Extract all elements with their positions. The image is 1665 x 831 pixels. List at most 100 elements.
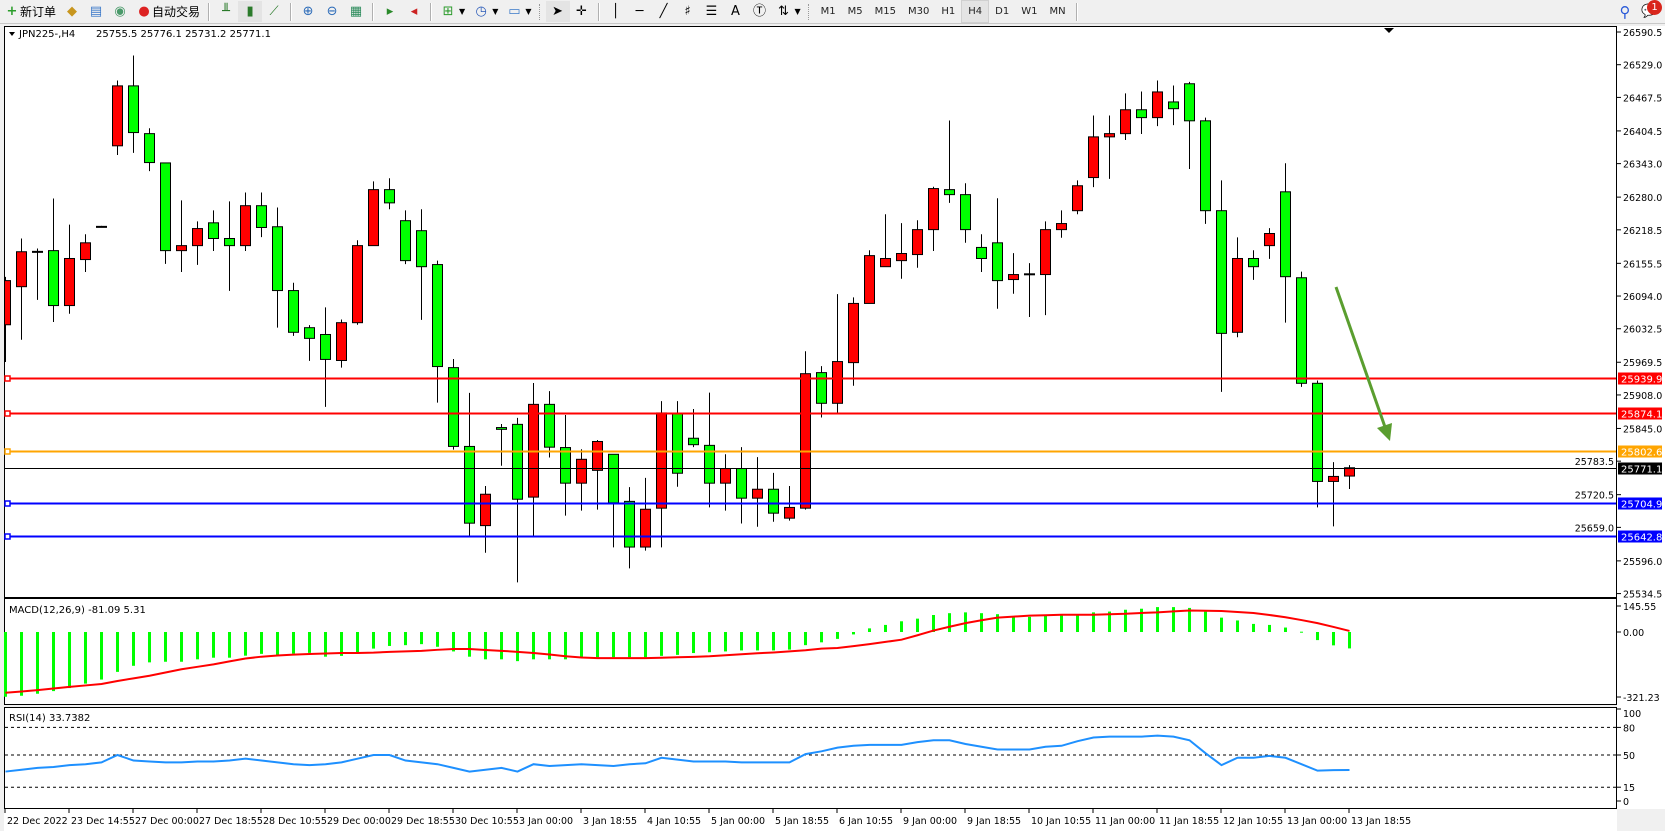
rsi-indicator: 100 80 50 15 0 [5,708,1641,808]
toolbar-grip[interactable] [807,3,812,20]
candle-body [800,373,811,509]
macd-histogram-bar [1268,624,1271,632]
timeframe-m30[interactable]: M30 [908,6,930,17]
timeframe-h1[interactable]: H1 [941,6,956,17]
candle-body [64,257,75,307]
timeframe-d1[interactable]: D1 [995,6,1010,17]
candle-body [736,468,747,499]
zoom-out-button[interactable]: ⊖ [320,1,344,22]
candle [480,486,491,553]
timeframe-mn[interactable]: MN [1049,6,1066,17]
level-handle-icon[interactable] [4,500,11,507]
auto-trading-button[interactable]: ● 自动交易 [132,1,204,22]
toolbar-grip[interactable] [538,3,543,20]
auto-scroll-button[interactable]: ▸ [378,1,402,22]
price-level-value: 25642.8 [1621,533,1662,544]
timeframe-m15[interactable]: M15 [874,6,897,17]
macd-histogram-bar [580,632,583,658]
toolbar-separator [208,2,211,21]
level-handle-icon[interactable] [4,375,11,382]
candle-body [1088,136,1099,179]
price-tick-label: 26094.0 [1623,292,1662,303]
level-handle-icon[interactable] [4,410,11,417]
fibonacci-expansion-button[interactable]: ♯ [676,1,700,22]
new-order-button[interactable]: + 新订单 [0,1,60,22]
current-price-tag [1618,462,1662,475]
time-axis[interactable] [4,809,1617,831]
main-price-panel[interactable] [4,26,1617,598]
macd-histogram-bar [132,632,135,666]
main-toolbar: + 新订单 ◆ ▤ ◉ ● 自动交易 ╨ ▮ ⟋ ⊕ ⊖ ▦ ▸ ◂ ⊞ ▼ ◷ ▼… [0,0,1665,24]
text-button[interactable]: A [724,1,748,22]
navigator-button[interactable]: ▤ [84,1,108,22]
macd-histogram-bar [628,632,631,658]
horizontal-line-button[interactable]: ─ [628,1,652,22]
macd-signal-line [5,609,1350,694]
timeframe-h4[interactable]: H4 [961,0,990,23]
macd-histogram-bar [1204,611,1207,632]
time-tick-label: 9 Jan 18:55 [967,816,1021,827]
zoom-in-button[interactable]: ⊕ [296,1,320,22]
line-chart-button[interactable]: ⟋ [262,1,286,22]
chart-shift-button[interactable]: ◂ [402,1,426,22]
candle-body [272,226,283,292]
time-tick-label: 4 Jan 10:55 [647,816,701,827]
signals-button[interactable]: ◉ [108,1,132,22]
rsi-panel[interactable] [4,707,1617,809]
candle-body [48,250,59,307]
timeframe-m1[interactable]: M1 [820,6,836,17]
macd-histogram-bar [420,632,423,645]
time-tick-label: 13 Jan 00:00 [1287,816,1347,827]
macd-histogram-bar [980,613,983,632]
templates-dropdown[interactable]: ▭ ▼ [502,1,535,22]
candle-body [432,264,443,368]
macd-histogram-bar [1124,609,1127,632]
fibonacci-fan-button[interactable]: ☰ [700,1,724,22]
candle-body [368,189,379,247]
level-handle-icon[interactable] [4,533,11,540]
candle [448,359,459,450]
macd-histogram-bar [644,632,647,658]
down-arrow-annotation[interactable] [1334,286,1392,441]
candle-body [144,133,155,164]
trendline-icon: ╱ [659,3,668,19]
candle [1216,180,1227,392]
macd-panel[interactable] [4,598,1617,705]
candle [848,297,859,386]
macd-histogram-bar [1156,607,1159,632]
level-handle-icon[interactable] [4,448,11,455]
vertical-line-button[interactable]: │ [604,1,628,22]
text-label-button[interactable]: Ⓣ [748,1,772,22]
macd-histogram-bar [116,632,119,672]
candle [48,198,59,322]
candle-body [128,85,139,134]
indicators-dropdown[interactable]: ⊞ ▼ [436,1,469,22]
chart-shift-marker-icon[interactable] [1384,28,1394,33]
crosshair-icon: ✛ [576,3,587,19]
candle [80,234,91,273]
cursor-button[interactable]: ➤ [545,1,570,22]
price-level-value: 25704.9 [1621,500,1662,511]
tile-windows-button[interactable]: ▦ [344,1,368,22]
candlestick-button[interactable]: ▮ [238,1,263,22]
bar-chart-button[interactable]: ╨ [214,1,238,22]
candle [272,207,283,328]
candle-body [320,333,331,360]
timeframe-m5[interactable]: M5 [847,6,863,17]
market-watch-button[interactable]: ◆ [60,1,84,22]
timeframe-w1[interactable]: W1 [1021,6,1038,17]
chart-menu-triangle-icon[interactable] [9,32,15,36]
periodicity-dropdown[interactable]: ◷ ▼ [469,1,502,22]
time-tick-label: 29 Dec 00:00 [327,816,391,827]
macd-histogram-bar [804,632,807,646]
crosshair-button[interactable]: ✛ [570,1,594,22]
trendline-button[interactable]: ╱ [652,1,676,22]
search-icon[interactable]: ⚲ [1619,2,1631,21]
chart-window[interactable]: 25939.9 25874.1 25802.6 25704.9 25642.8 25771… [0,24,1665,831]
candle [832,294,843,413]
candle [1280,163,1291,323]
candle-body [576,458,587,484]
arrows-dropdown[interactable]: ⇅ ▼ [772,1,805,22]
notifications-button[interactable]: 💬 1 [1641,0,1662,20]
candle-body [240,205,251,247]
